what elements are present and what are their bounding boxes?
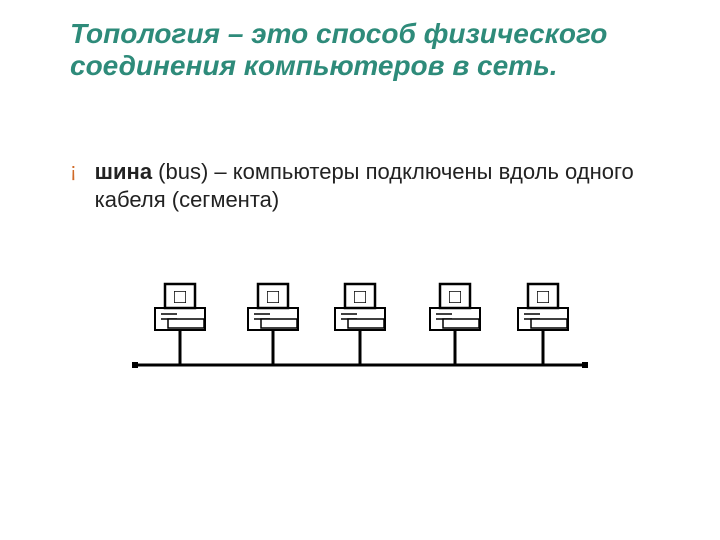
term-rest: (bus) – компьютеры подключены вдоль одно… <box>95 159 634 212</box>
svg-text:□: □ <box>174 286 186 308</box>
bullet-item: ¡ шина (bus) – компьютеры подключены вдо… <box>70 158 650 213</box>
page-title: Топология – это способ физического соеди… <box>70 18 650 82</box>
svg-text:□: □ <box>537 286 549 308</box>
term-bold: шина <box>95 159 152 184</box>
svg-text:□: □ <box>267 286 279 308</box>
body-section: ¡ шина (bus) – компьютеры подключены вдо… <box>70 158 650 213</box>
bus-topology-diagram: □ □ □ □ □ <box>125 250 595 390</box>
bullet-glyph: ¡ <box>70 158 77 184</box>
svg-text:□: □ <box>354 286 366 308</box>
body-text: шина (bus) – компьютеры подключены вдоль… <box>95 158 650 213</box>
svg-text:□: □ <box>449 286 461 308</box>
